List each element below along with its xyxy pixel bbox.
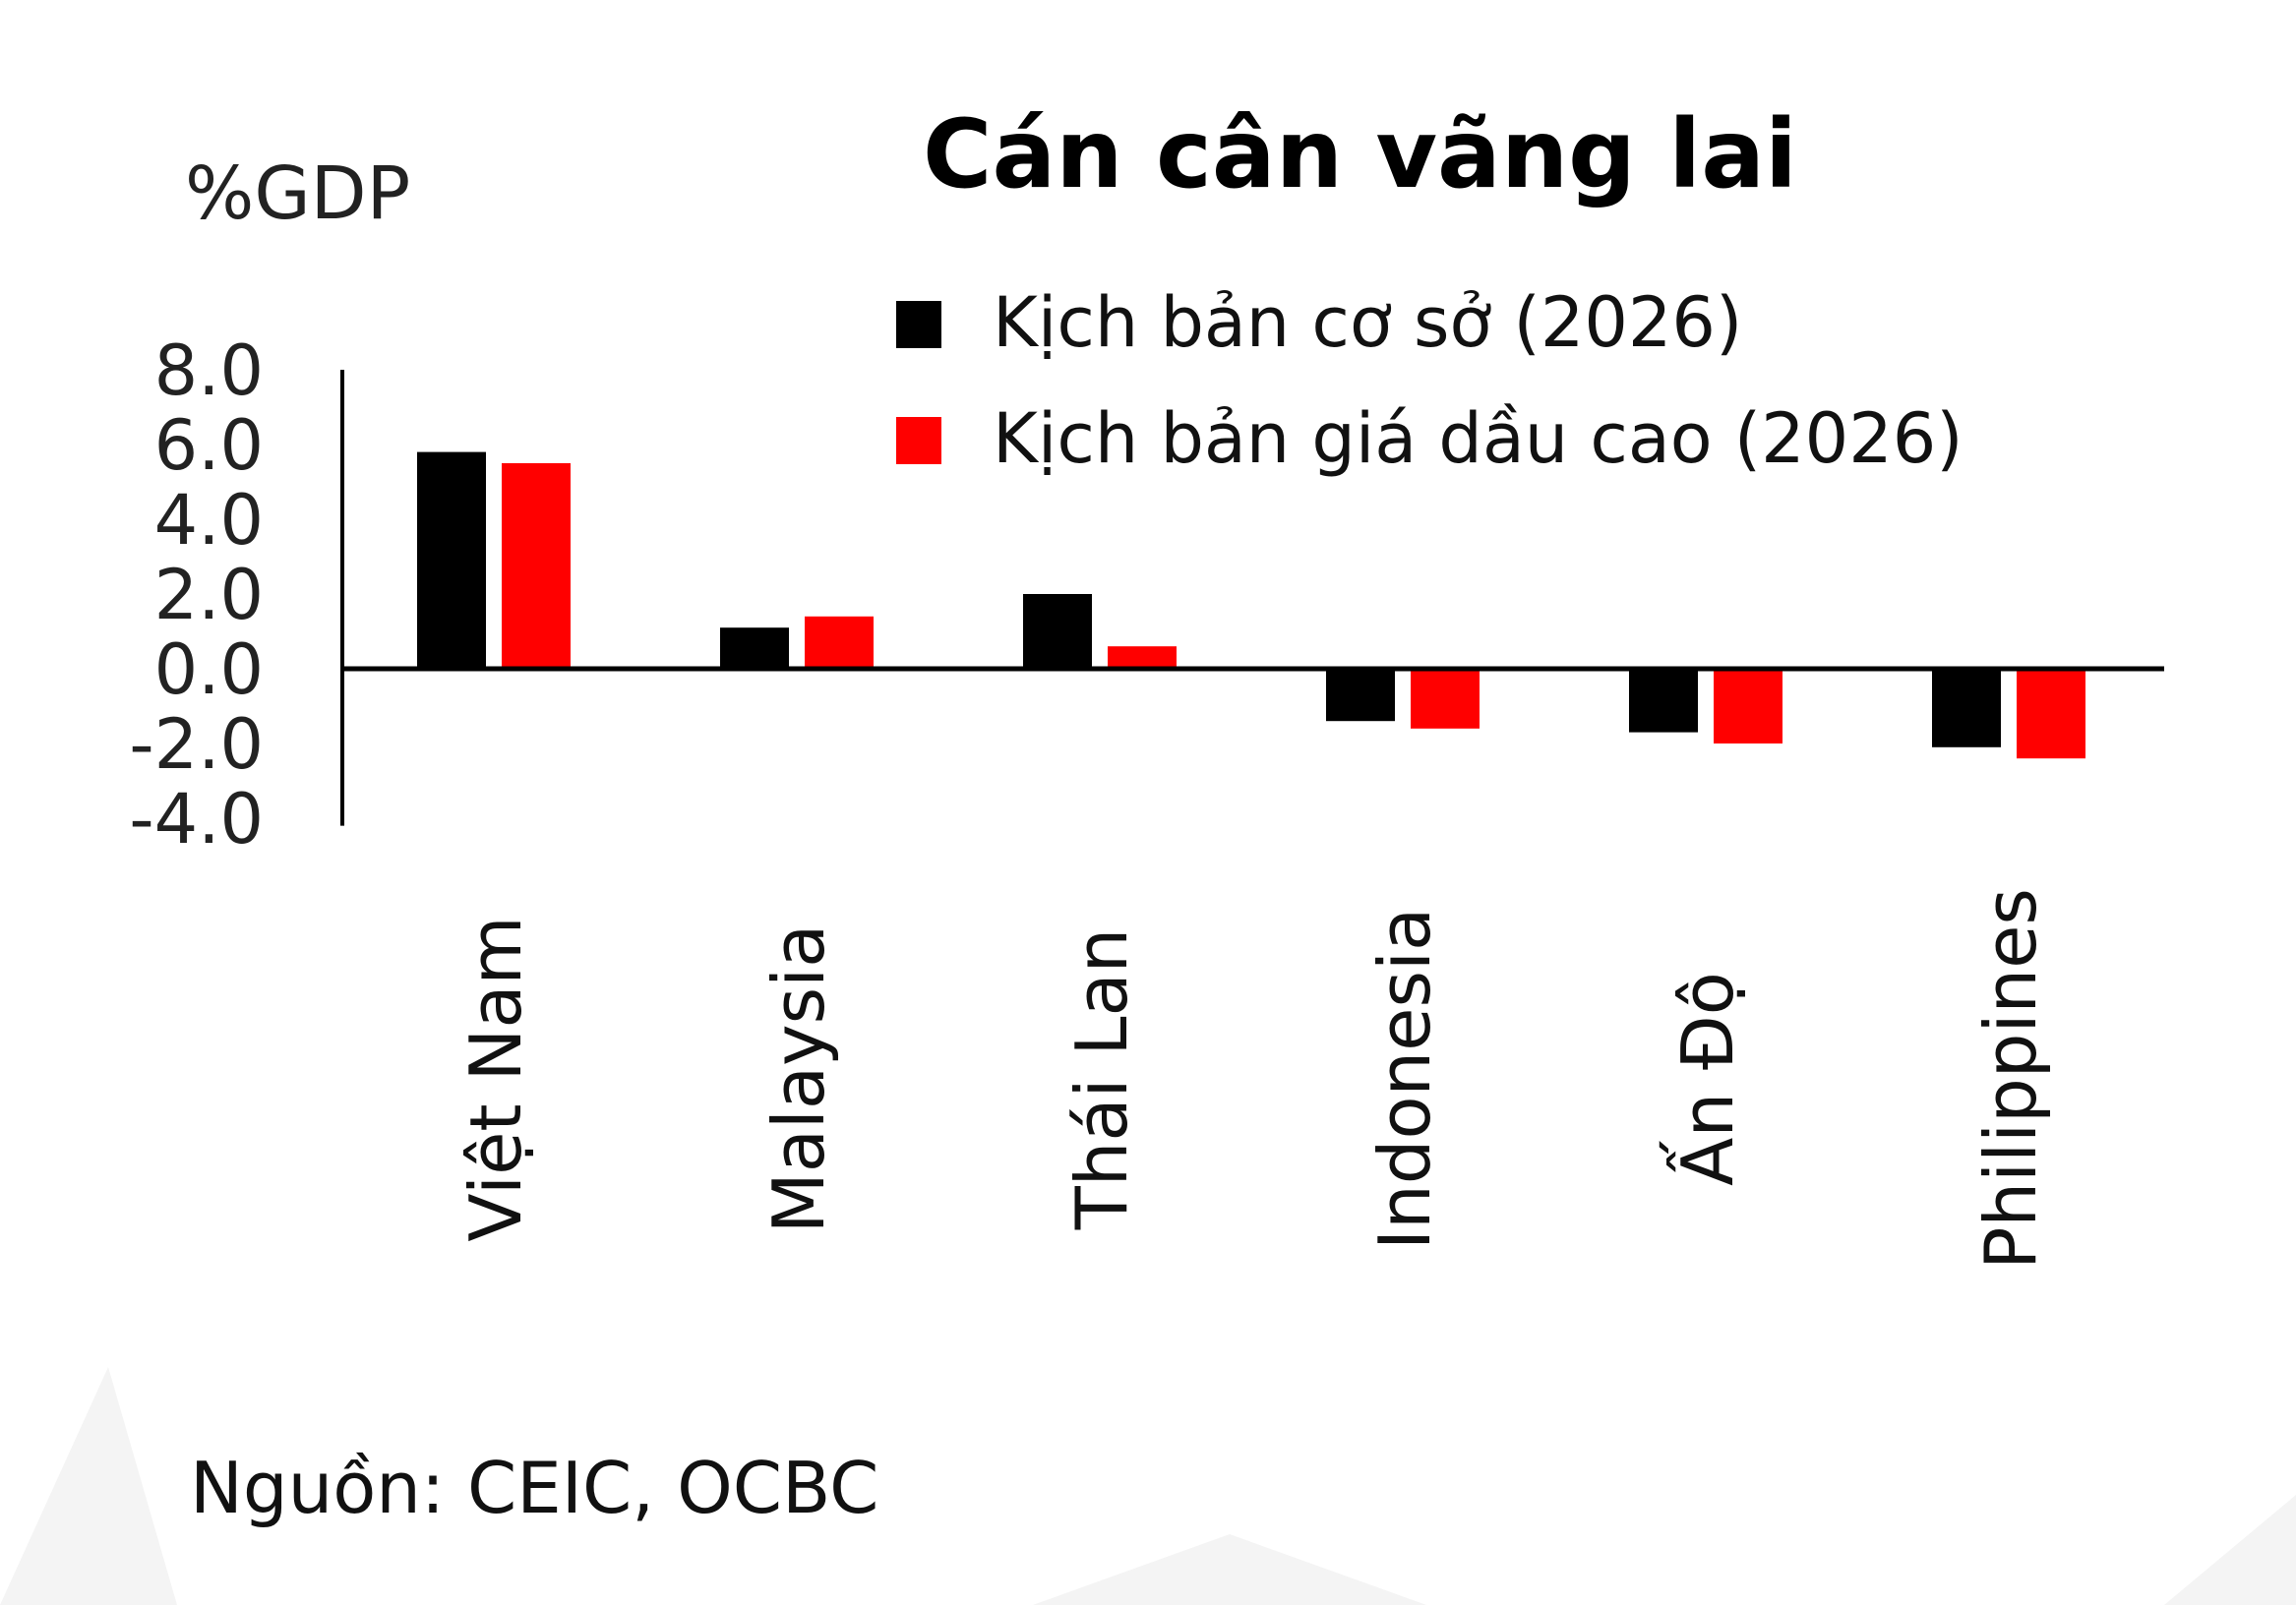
bar-base-1: [720, 627, 789, 669]
bar-base-3: [1326, 669, 1395, 722]
chart-title: Cán cân vãng lai: [923, 99, 1797, 209]
watermark-shape: [2164, 1495, 2296, 1605]
y-tick-label: 0.0: [154, 629, 264, 710]
y-tick-label: 2.0: [154, 555, 264, 635]
y-tick-label: 6.0: [154, 405, 264, 486]
bar-base-0: [417, 451, 486, 669]
bar-high-oil-3: [1411, 669, 1480, 729]
axes: [340, 370, 2164, 826]
bar-high-oil-5: [2017, 669, 2085, 759]
legend: Kịch bản cơ sở (2026) Kịch bản giá dầu ca…: [896, 282, 1964, 479]
y-axis-ticks: 8.06.04.02.00.0-2.0-4.0: [129, 330, 264, 860]
category-labels: Việt Nam Malaysia Thái Lan Indonesia Ấn Độ Ph…: [454, 888, 2052, 1270]
y-tick-label: -2.0: [129, 704, 264, 785]
bar-high-oil-0: [502, 463, 571, 669]
category-label: Philippines: [1969, 888, 2052, 1270]
bar-base-4: [1629, 669, 1698, 733]
watermark-shape: [0, 1367, 177, 1605]
category-label: Malaysia: [757, 924, 840, 1234]
bar-high-oil-4: [1714, 669, 1782, 743]
legend-label: Kịch bản cơ sở (2026): [993, 282, 1742, 363]
bar-base-2: [1023, 594, 1092, 669]
y-tick-label: 8.0: [154, 330, 264, 411]
y-axis-label: %GDP: [185, 151, 410, 236]
watermark-shape: [1033, 1534, 1426, 1605]
bar-high-oil-1: [805, 616, 874, 669]
category-label: Việt Nam: [454, 916, 537, 1241]
y-tick-label: 4.0: [154, 480, 264, 561]
bar-high-oil-2: [1108, 646, 1177, 669]
category-label: Ấn Độ: [1661, 972, 1749, 1186]
source-note: Nguồn: CEIC, OCBC: [190, 1447, 878, 1529]
y-tick-label: -4.0: [129, 779, 264, 860]
legend-swatch: [896, 301, 941, 348]
category-label: Thái Lan: [1060, 928, 1143, 1231]
legend-label: Kịch bản giá dầu cao (2026): [993, 398, 1964, 479]
legend-swatch: [896, 417, 941, 464]
bars: [417, 451, 2085, 759]
bar-base-5: [1932, 669, 2001, 747]
category-label: Indonesia: [1363, 908, 1446, 1250]
